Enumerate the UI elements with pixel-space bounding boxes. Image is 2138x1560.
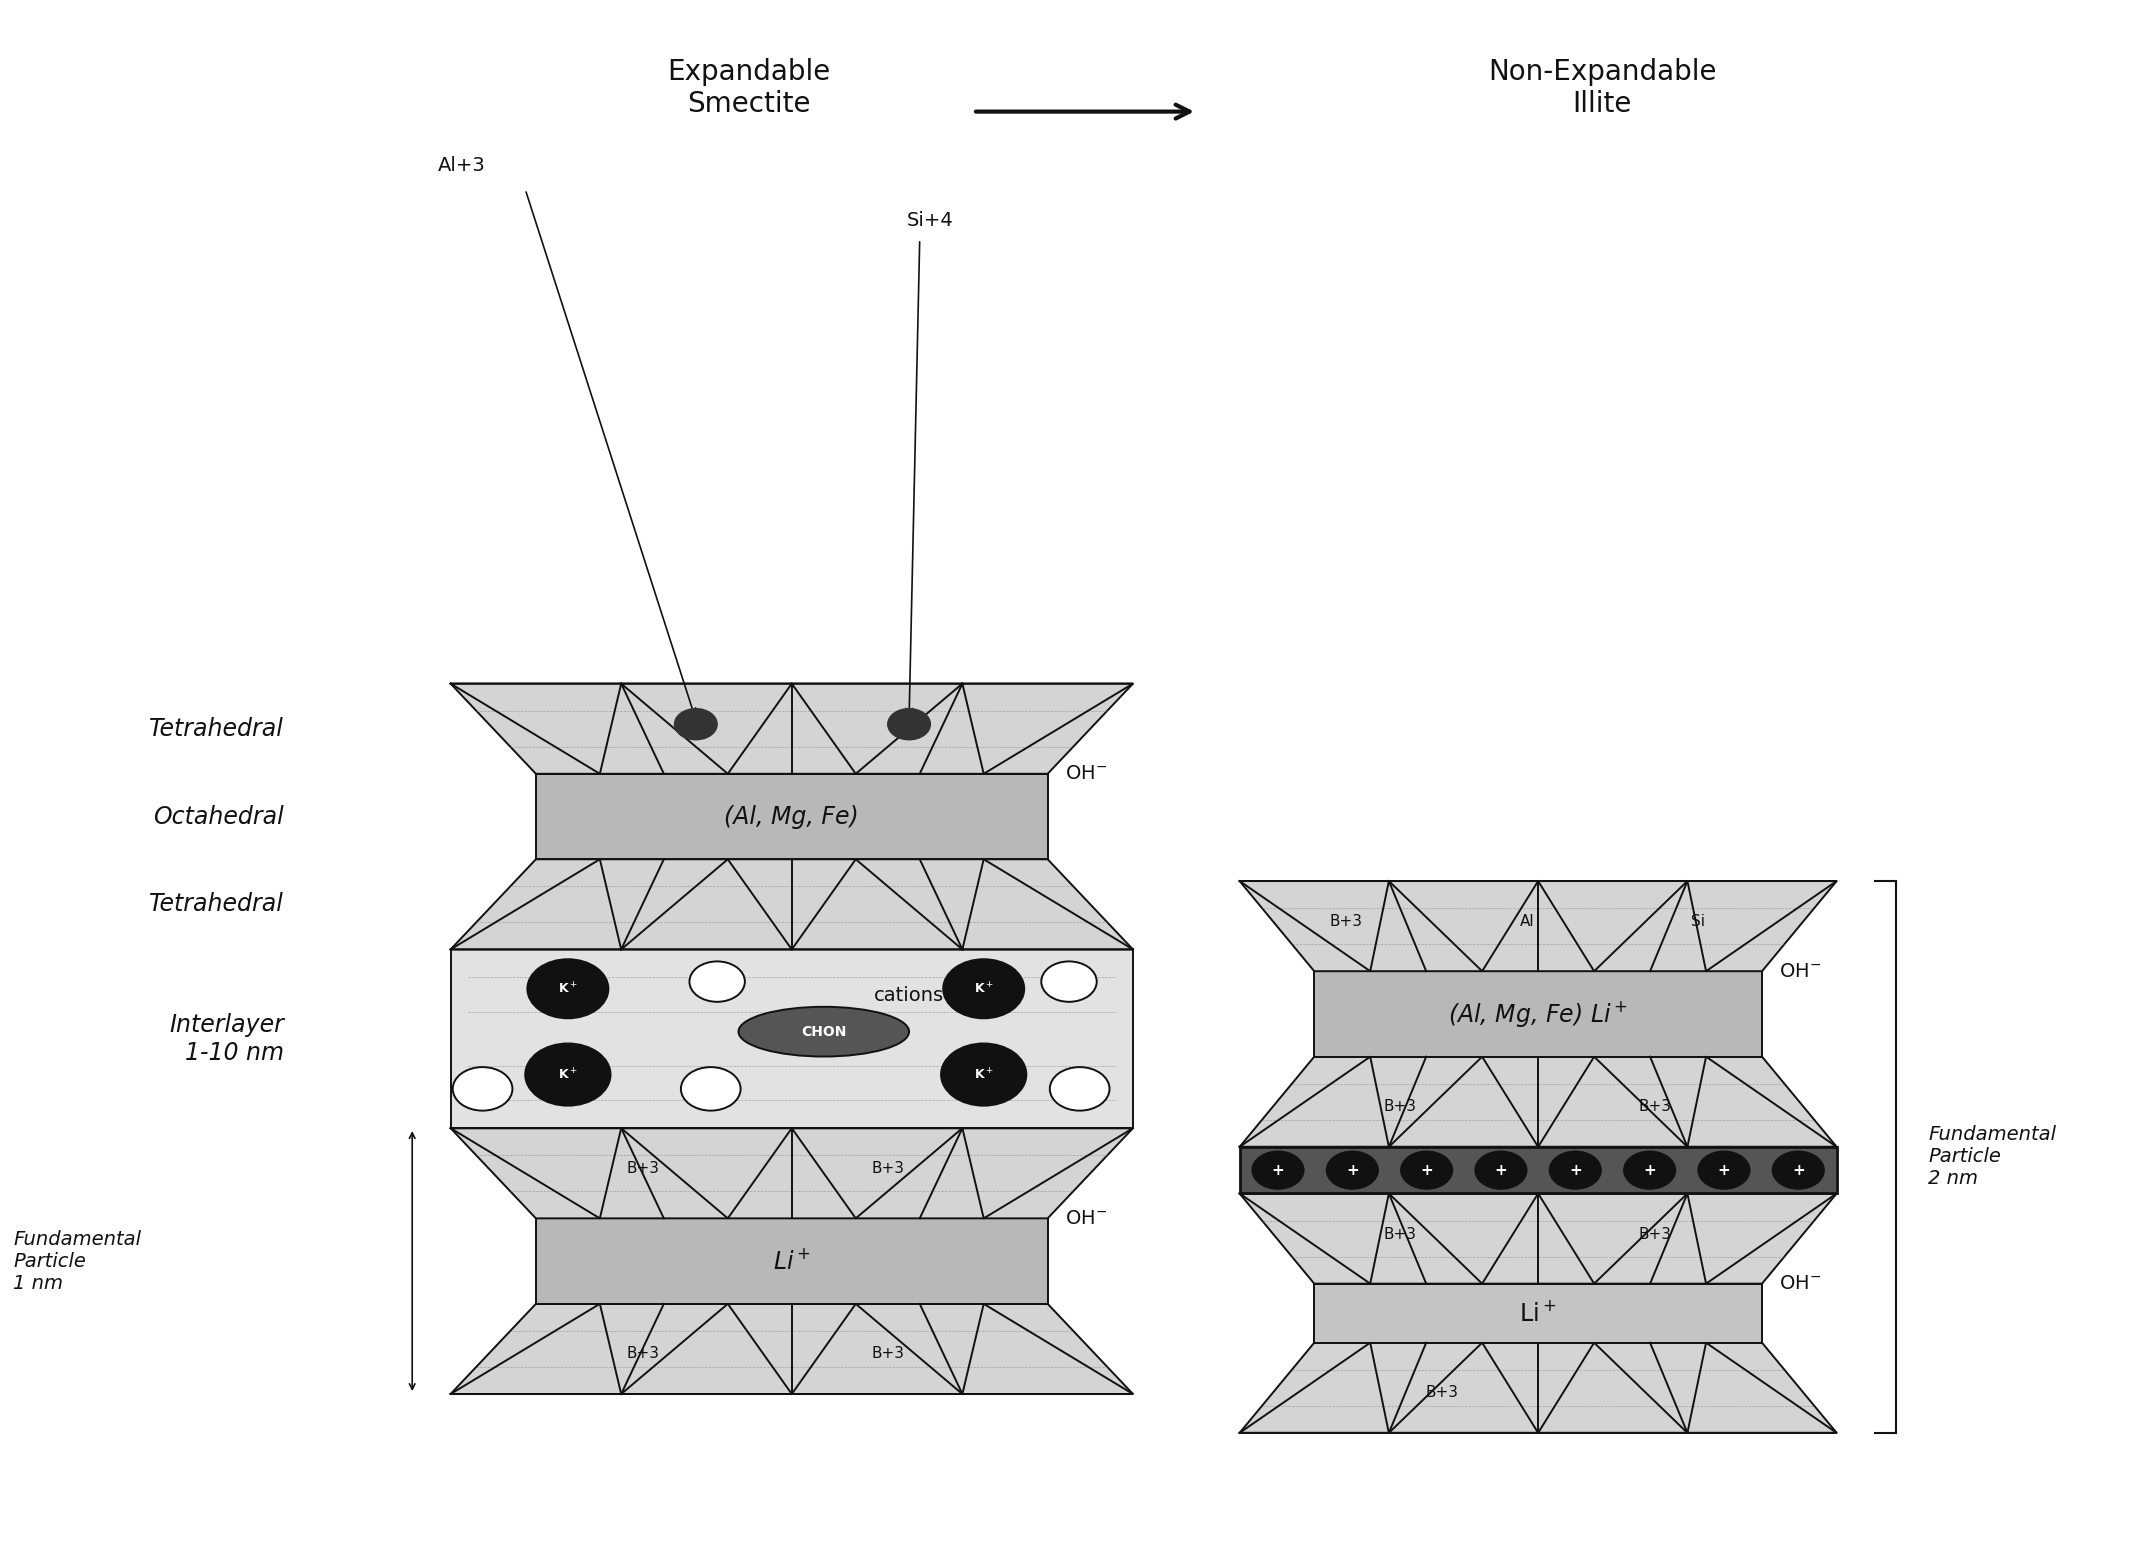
Circle shape: [941, 1044, 1026, 1106]
Circle shape: [680, 1067, 740, 1111]
Text: B+3: B+3: [1383, 1226, 1415, 1242]
Circle shape: [528, 959, 609, 1019]
Text: +: +: [1272, 1162, 1285, 1178]
Text: +: +: [1494, 1162, 1507, 1178]
Text: cations: cations: [874, 986, 945, 1005]
Text: Fundamental
Particle
1 nm: Fundamental Particle 1 nm: [13, 1229, 141, 1293]
Polygon shape: [451, 860, 1133, 950]
Polygon shape: [1240, 1056, 1837, 1147]
Text: Si+4: Si+4: [907, 211, 954, 229]
Text: Li$^+$: Li$^+$: [1520, 1301, 1556, 1326]
Circle shape: [1041, 961, 1097, 1002]
Circle shape: [1400, 1151, 1452, 1189]
Text: Si: Si: [1691, 914, 1706, 930]
Text: Non-Expandable
Illite: Non-Expandable Illite: [1488, 58, 1717, 119]
Circle shape: [1328, 1151, 1377, 1189]
Text: OH$^{-}$: OH$^{-}$: [1065, 1209, 1107, 1228]
Polygon shape: [451, 683, 1133, 774]
Text: Expandable
Smectite: Expandable Smectite: [667, 58, 832, 119]
Text: Interlayer
1-10 nm: Interlayer 1-10 nm: [169, 1012, 284, 1065]
Text: (Al, Mg, Fe) Li$^+$: (Al, Mg, Fe) Li$^+$: [1447, 998, 1627, 1030]
Text: OH$^{-}$: OH$^{-}$: [1779, 1275, 1822, 1293]
Text: K$^+$: K$^+$: [973, 1067, 994, 1083]
Circle shape: [1050, 1067, 1110, 1111]
Circle shape: [943, 959, 1024, 1019]
Circle shape: [526, 1044, 611, 1106]
Polygon shape: [1240, 1193, 1837, 1284]
Text: B+3: B+3: [1330, 914, 1362, 930]
Text: +: +: [1420, 1162, 1432, 1178]
Text: B+3: B+3: [872, 1161, 904, 1176]
Text: B+3: B+3: [872, 1346, 904, 1360]
Text: Al: Al: [1520, 914, 1535, 930]
Bar: [1315, 972, 1762, 1056]
Text: CHON: CHON: [802, 1025, 847, 1039]
Text: Fundamental
Particle
2 nm: Fundamental Particle 2 nm: [1928, 1125, 2057, 1189]
Text: OH$^{-}$: OH$^{-}$: [1779, 961, 1822, 981]
Circle shape: [673, 708, 716, 739]
Text: B+3: B+3: [1640, 1226, 1672, 1242]
Circle shape: [887, 708, 930, 739]
Text: K$^+$: K$^+$: [973, 981, 994, 997]
Text: Al+3: Al+3: [438, 156, 485, 175]
Text: B+3: B+3: [1426, 1385, 1458, 1399]
Circle shape: [453, 1067, 513, 1111]
Bar: [537, 1218, 1048, 1304]
Polygon shape: [451, 1304, 1133, 1395]
Text: B+3: B+3: [1383, 1098, 1415, 1114]
Text: Li$^+$: Li$^+$: [774, 1248, 810, 1273]
Circle shape: [688, 961, 744, 1002]
Text: OH$^{-}$: OH$^{-}$: [1065, 764, 1107, 783]
Text: K$^+$: K$^+$: [558, 981, 577, 997]
Circle shape: [1253, 1151, 1304, 1189]
Text: +: +: [1717, 1162, 1730, 1178]
Bar: [451, 950, 1133, 1128]
Bar: [537, 774, 1048, 860]
Circle shape: [1698, 1151, 1749, 1189]
Text: B+3: B+3: [626, 1161, 659, 1176]
Text: +: +: [1569, 1162, 1582, 1178]
Polygon shape: [1240, 881, 1837, 972]
Text: +: +: [1644, 1162, 1657, 1178]
Circle shape: [1550, 1151, 1601, 1189]
Ellipse shape: [738, 1006, 909, 1056]
Text: Tetrahedral: Tetrahedral: [150, 716, 284, 741]
Text: +: +: [1792, 1162, 1804, 1178]
Circle shape: [1625, 1151, 1676, 1189]
Text: Octahedral: Octahedral: [154, 805, 284, 828]
Circle shape: [1772, 1151, 1824, 1189]
Bar: [1240, 1147, 1837, 1193]
Text: (Al, Mg, Fe): (Al, Mg, Fe): [725, 805, 859, 828]
Bar: [1315, 1284, 1762, 1343]
Circle shape: [1475, 1151, 1527, 1189]
Text: B+3: B+3: [626, 1346, 659, 1360]
Polygon shape: [1240, 1343, 1837, 1434]
Text: Tetrahedral: Tetrahedral: [150, 892, 284, 916]
Polygon shape: [451, 1128, 1133, 1218]
Text: +: +: [1347, 1162, 1358, 1178]
Text: K$^+$: K$^+$: [558, 1067, 577, 1083]
Text: B+3: B+3: [1640, 1098, 1672, 1114]
